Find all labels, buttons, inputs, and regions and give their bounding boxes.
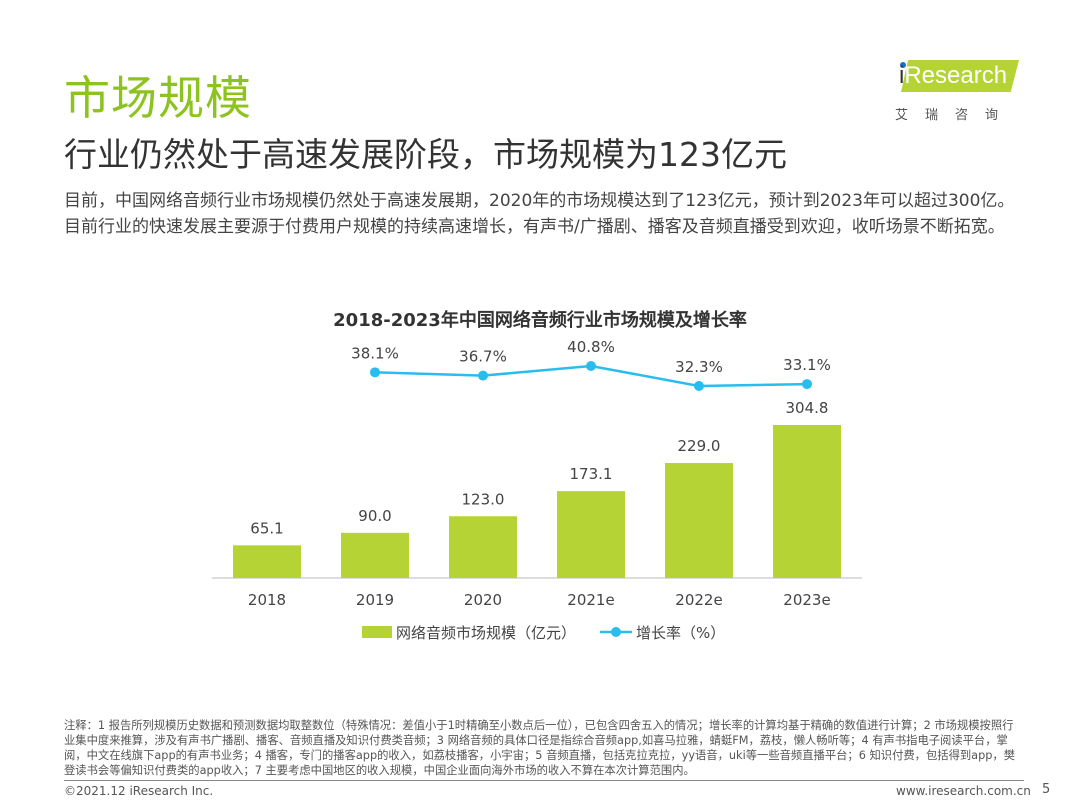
growth-label: 33.1% — [783, 356, 831, 374]
logo-background — [901, 60, 1019, 92]
bar — [449, 516, 517, 578]
x-tick-label: 2021e — [567, 591, 614, 609]
logo-i: i — [899, 62, 905, 89]
growth-label: 36.7% — [459, 348, 507, 366]
bar — [233, 545, 301, 578]
bar — [557, 491, 625, 578]
bar-value-label: 90.0 — [358, 507, 391, 525]
body-text: 目前，中国网络音频行业市场规模仍然处于高速发展期，2020年的市场规模达到了12… — [64, 191, 1015, 237]
page-subtitle: 行业仍然处于高速发展阶段，市场规模为123亿元 — [64, 135, 787, 174]
growth-point — [802, 379, 812, 390]
x-tick-label: 2022e — [675, 591, 722, 609]
page-title: 市场规模 — [64, 71, 252, 125]
footnotes: 注释：1 报告所列规模历史数据和预测数据均取整数位（特殊情况：差值小于1时精确至… — [64, 718, 1024, 781]
bar-value-label: 304.8 — [786, 399, 829, 417]
x-tick-label: 2020 — [464, 591, 502, 609]
bar-value-label: 123.0 — [462, 490, 505, 508]
logo-chinese: 艾瑞咨询 — [895, 108, 1016, 123]
bar-value-label: 229.0 — [678, 437, 721, 455]
page-number: 5 — [1042, 782, 1051, 797]
bar — [341, 532, 409, 578]
growth-label: 32.3% — [675, 358, 723, 376]
logo-dot — [900, 62, 906, 68]
growth-label: 38.1% — [351, 344, 399, 362]
x-tick-label: 2023e — [783, 591, 830, 609]
legend-bar-swatch — [362, 626, 392, 638]
growth-point — [370, 367, 380, 378]
chart-title: 2018-2023年中国网络音频行业市场规模及增长率 — [333, 310, 747, 331]
growth-label: 40.8% — [567, 338, 615, 356]
x-tick-label: 2019 — [356, 591, 394, 609]
growth-point — [694, 380, 704, 391]
bar — [665, 463, 733, 578]
growth-point — [478, 370, 488, 381]
legend-line-marker — [611, 627, 621, 637]
bar-value-label: 65.1 — [250, 519, 283, 537]
growth-point — [586, 361, 596, 371]
copyright: ©2021.12 iResearch Inc. — [64, 784, 214, 798]
bar — [773, 425, 841, 578]
website: www.iresearch.com.cn — [896, 784, 1031, 798]
legend-line-label: 增长率（%） — [636, 624, 725, 642]
legend-bar-label: 网络音频市场规模（亿元） — [396, 624, 576, 642]
logo-research: Research — [904, 62, 1008, 89]
x-tick-label: 2018 — [248, 591, 286, 609]
bar-value-label: 173.1 — [570, 465, 613, 483]
